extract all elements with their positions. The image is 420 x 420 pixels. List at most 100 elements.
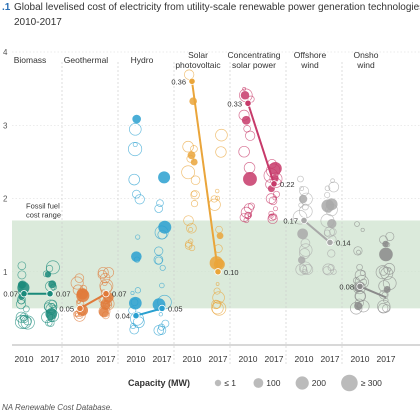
legend-label: 200: [312, 378, 326, 388]
project-bubble: [244, 211, 252, 220]
average-value-label-2010: 0.36: [171, 77, 186, 86]
project-bubble-filled: [158, 220, 172, 234]
project-bubble: [215, 146, 227, 158]
project-bubble: [354, 221, 360, 227]
y-tick-label: 2: [3, 195, 8, 204]
project-bubble: [20, 314, 29, 324]
average-value-label-2010: 0.33: [227, 99, 242, 108]
project-bubble: [156, 199, 164, 207]
project-bubble: [324, 185, 331, 192]
project-bubble-filled: [240, 90, 250, 100]
average-point-2017: [270, 180, 278, 188]
x-tick-label-2017: 2017: [153, 354, 172, 364]
project-bubble: [157, 323, 165, 331]
average-point-2010: [300, 216, 308, 225]
project-bubble-filled: [327, 218, 337, 229]
project-bubble: [377, 302, 389, 314]
project-bubble-filled: [321, 199, 335, 213]
legend-label: ≤ 1: [224, 378, 236, 388]
average-trend-line: [359, 285, 387, 299]
project-bubble: [213, 287, 221, 295]
project-bubble: [134, 287, 141, 294]
project-bubble-filled: [379, 247, 393, 262]
project-bubble: [135, 234, 141, 240]
project-bubble-filled: [131, 251, 142, 262]
project-bubble: [329, 228, 337, 236]
average-trend-line: [247, 102, 275, 185]
average-point-2017: [214, 268, 222, 276]
average-value-label-2010: 0.04: [115, 312, 130, 321]
average-trend-line: [135, 307, 163, 317]
x-tick-label-2017: 2017: [97, 354, 116, 364]
project-bubble: [188, 227, 194, 233]
project-bubble: [187, 238, 194, 244]
average-point-2010: [356, 282, 364, 290]
average-point-2010: [76, 304, 84, 312]
project-bubbles: [14, 69, 397, 336]
average-point-2010: [244, 99, 252, 107]
project-bubble: [378, 280, 391, 292]
y-tick-label: 1: [3, 268, 8, 277]
project-bubble: [158, 312, 163, 317]
project-bubble: [182, 140, 194, 153]
y-tick-label: 4: [3, 48, 8, 57]
project-bubble: [214, 188, 220, 194]
project-bubble-filled: [243, 172, 257, 186]
project-bubble: [327, 249, 336, 258]
technology-label: solar power: [232, 60, 276, 70]
project-bubble: [299, 186, 305, 191]
project-bubble: [353, 246, 363, 256]
source-note: NA Renewable Cost Database.: [2, 403, 113, 412]
x-tick-label-2017: 2017: [321, 354, 340, 364]
project-bubble-filled: [190, 158, 198, 166]
average-trend-line: [191, 81, 219, 272]
average-value-label-2017: 0.07: [56, 290, 71, 299]
project-bubble: [245, 130, 256, 141]
project-bubble: [154, 246, 164, 256]
x-tick-label-2010: 2010: [295, 354, 314, 364]
average-point-2017: [158, 304, 166, 312]
project-bubble: [129, 324, 140, 335]
x-tick-label-2010: 2010: [183, 354, 202, 364]
project-bubble: [299, 261, 312, 275]
project-bubble: [101, 280, 108, 286]
project-bubble-filled: [76, 289, 90, 303]
project-bubble: [292, 209, 308, 225]
project-bubble: [383, 297, 389, 304]
project-bubble: [330, 178, 335, 183]
project-bubble: [243, 203, 254, 214]
average-point-2017: [102, 290, 110, 298]
project-bubble: [324, 191, 331, 199]
x-tick-label-2010: 2010: [239, 354, 258, 364]
project-bubble: [159, 264, 166, 271]
project-bubble: [190, 200, 199, 208]
project-bubble: [97, 266, 109, 278]
technology-separators: [61, 62, 343, 365]
project-bubble: [208, 198, 221, 211]
project-bubble: [70, 276, 84, 290]
average-value-label-2010: 0.05: [59, 304, 74, 313]
average-value-label-2010: 0.17: [283, 216, 298, 225]
average-trend-line: [79, 292, 107, 310]
project-bubble: [185, 240, 193, 248]
project-bubble: [273, 206, 278, 212]
project-bubble: [134, 194, 145, 205]
technology-label: wind: [356, 60, 375, 70]
project-bubble: [183, 215, 194, 226]
project-bubble: [132, 189, 141, 199]
average-value-label-2017: 0.10: [224, 268, 239, 277]
x-tick-label-2010: 2010: [71, 354, 90, 364]
project-bubble: [210, 195, 218, 203]
project-bubble: [298, 202, 304, 208]
project-bubble: [100, 272, 111, 284]
average-value-label-2017: 0.22: [280, 180, 295, 189]
project-bubble: [300, 238, 311, 248]
project-bubble: [328, 181, 340, 193]
project-bubble-filled: [354, 301, 363, 311]
project-bubble: [132, 142, 138, 148]
project-bubble: [354, 269, 366, 281]
average-value-label-2017: 0.05: [168, 304, 183, 313]
average-value-label-2010: 0.07: [3, 290, 18, 299]
project-bubble: [130, 322, 137, 330]
